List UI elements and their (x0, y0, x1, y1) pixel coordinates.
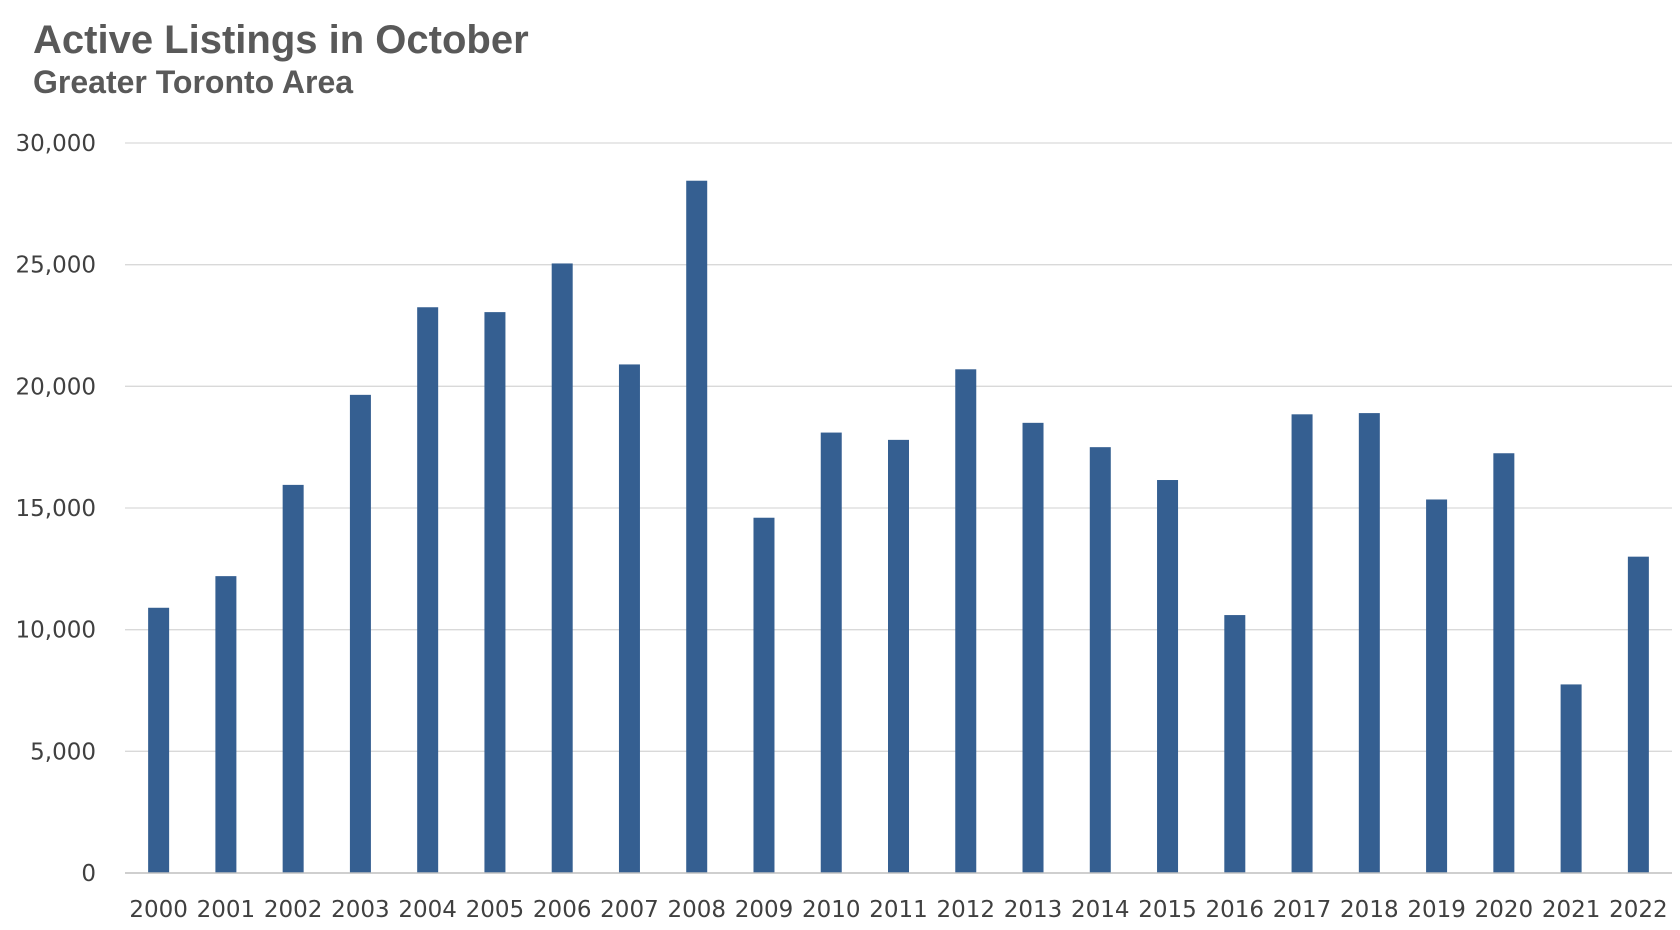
x-tick-label: 2019 (1407, 897, 1466, 923)
bar-2018 (1358, 413, 1380, 873)
x-tick-label: 2015 (1138, 897, 1197, 923)
bar-2002 (282, 484, 304, 873)
y-tick-labels: 0 5,000 10,000 15,000 20,000 25,000 30,000 (16, 131, 96, 887)
bar-2011 (888, 439, 909, 873)
bar-2010 (820, 432, 842, 873)
y-tick-label: 5,000 (30, 739, 96, 765)
x-tick-label: 2021 (1542, 897, 1601, 923)
bar-2003 (349, 394, 371, 873)
y-tick-label: 10,000 (16, 618, 96, 644)
x-tick-label: 2014 (1071, 897, 1130, 923)
x-tick-label: 2010 (802, 897, 861, 923)
x-tick-label: 2005 (466, 897, 525, 923)
bar-2019 (1426, 499, 1448, 873)
x-tick-label: 2004 (398, 897, 457, 923)
x-tick-label: 2008 (667, 897, 726, 923)
x-tick-label: 2012 (936, 897, 995, 923)
bar-2020 (1493, 453, 1515, 873)
x-tick-label: 2016 (1206, 897, 1265, 923)
bar-2007 (618, 364, 640, 873)
bar-2013 (1022, 422, 1044, 873)
x-tick-label: 2017 (1273, 897, 1332, 923)
x-tick-label: 2018 (1340, 897, 1399, 923)
chart-subtitle: Greater Toronto Area (33, 64, 354, 100)
bar-2004 (417, 307, 439, 873)
x-tick-label: 2011 (869, 897, 928, 923)
bars (148, 180, 1649, 873)
x-tick-label: 2007 (600, 897, 659, 923)
x-tick-label: 2003 (331, 897, 390, 923)
x-tick-label: 2013 (1004, 897, 1063, 923)
bar-2022 (1627, 556, 1649, 873)
y-tick-label: 0 (81, 861, 96, 887)
bar-2015 (1157, 480, 1179, 873)
x-tick-label: 2001 (197, 897, 256, 923)
bar-2021 (1560, 684, 1582, 873)
y-tick-label: 15,000 (16, 496, 96, 522)
x-tick-label: 2022 (1609, 897, 1668, 923)
x-tick-label: 2020 (1475, 897, 1534, 923)
chart-title: Active Listings in October (33, 18, 529, 62)
x-tick-label: 2009 (735, 897, 794, 923)
bar-2014 (1089, 447, 1111, 873)
x-tick-labels: 2000 2001 2002 2003 2004 2005 2006 2007 2008 2009… (129, 897, 1667, 923)
y-tick-label: 25,000 (16, 253, 96, 279)
x-tick-label: 2000 (129, 897, 188, 923)
bar-2017 (1291, 414, 1313, 873)
x-tick-label: 2006 (533, 897, 592, 923)
bar-2006 (551, 263, 573, 873)
bar-2005 (484, 312, 506, 873)
bar-2009 (753, 517, 775, 873)
bar-2001 (215, 576, 237, 873)
bar-2008 (686, 180, 708, 873)
y-tick-label: 30,000 (16, 131, 96, 157)
bar-2000 (148, 607, 170, 873)
bar-2016 (1224, 615, 1246, 873)
bar-2012 (955, 369, 977, 873)
y-tick-label: 20,000 (16, 374, 96, 400)
x-tick-label: 2002 (264, 897, 323, 923)
